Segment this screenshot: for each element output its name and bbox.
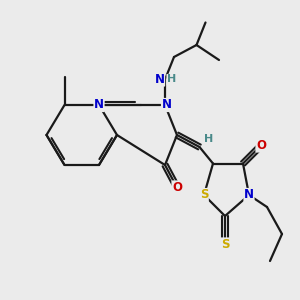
Text: S: S xyxy=(221,238,229,251)
Text: N: N xyxy=(154,73,165,86)
Text: O: O xyxy=(172,181,182,194)
Text: H: H xyxy=(204,134,213,145)
Text: N: N xyxy=(244,188,254,202)
Text: N: N xyxy=(94,98,104,112)
Text: H: H xyxy=(167,74,176,85)
Text: N: N xyxy=(161,98,172,112)
Text: O: O xyxy=(256,139,266,152)
Text: S: S xyxy=(200,188,208,202)
